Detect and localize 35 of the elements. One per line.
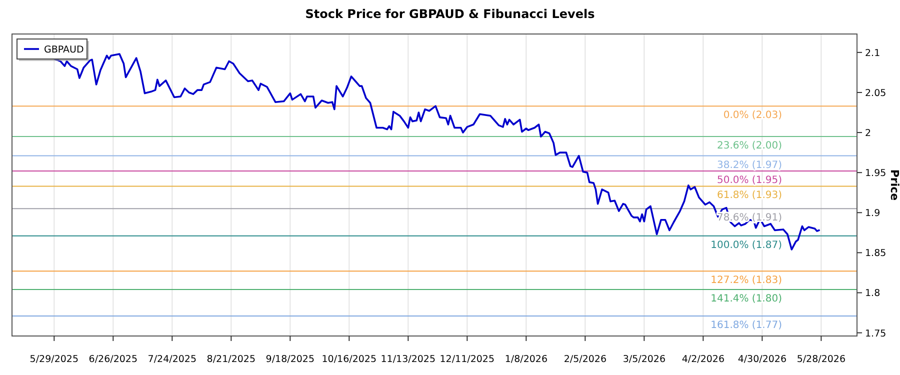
x-tick-label: 4/2/2026 xyxy=(682,354,725,365)
y-tick-label: 1.9 xyxy=(865,208,880,220)
x-tick-label: 7/24/2025 xyxy=(148,354,197,365)
ref-line-label: 38.2% (1.97) xyxy=(716,160,782,171)
x-tick-label: 6/26/2025 xyxy=(88,354,138,365)
chart-title: Stock Price for GBPAUD & Fibunacci Levels xyxy=(305,7,595,21)
ref-line-label: 161.8% (1.77) xyxy=(710,320,782,331)
x-tick-label: 9/18/2025 xyxy=(266,354,315,365)
ref-line-label: 100.0% (1.87) xyxy=(710,240,782,251)
y-tick-label: 2 xyxy=(865,128,872,140)
x-tick-label: 5/28/2026 xyxy=(796,354,846,365)
ref-line-label: 0.0% (2.03) xyxy=(723,110,782,122)
x-tick-label: 5/29/2025 xyxy=(30,354,79,365)
x-tick-label: 2/5/2026 xyxy=(564,354,607,365)
ref-line-label: 141.4% (1.80) xyxy=(710,294,782,305)
legend-label: GBPAUD xyxy=(44,44,84,56)
ref-line-label: 50.0% (1.95) xyxy=(716,174,782,186)
x-tick-label: 11/13/2025 xyxy=(380,354,436,365)
y-tick-label: 1.85 xyxy=(865,248,886,260)
y-tick-label: 1.8 xyxy=(865,288,880,300)
line-series xyxy=(53,53,820,250)
x-tick-label: 12/11/2025 xyxy=(440,354,495,365)
x-tick-label: 4/30/2026 xyxy=(738,354,787,365)
y-tick-label: 1.75 xyxy=(865,328,886,340)
ref-line-label: 23.6% (2.00) xyxy=(716,140,782,152)
x-tick-label: 10/16/2025 xyxy=(322,354,377,365)
x-tick-label: 1/8/2026 xyxy=(504,354,548,365)
x-tick-label: 3/5/2026 xyxy=(622,354,666,365)
y-axis-title: Price xyxy=(888,169,900,201)
y-tick-label: 1.95 xyxy=(865,168,886,180)
y-tick-label: 2.1 xyxy=(865,48,880,59)
ref-line-label: 127.2% (1.83) xyxy=(710,275,782,286)
ref-line-label: 61.8% (1.93) xyxy=(716,190,782,202)
x-tick-label: 8/21/2025 xyxy=(206,354,256,365)
y-tick-label: 2.05 xyxy=(865,88,886,99)
